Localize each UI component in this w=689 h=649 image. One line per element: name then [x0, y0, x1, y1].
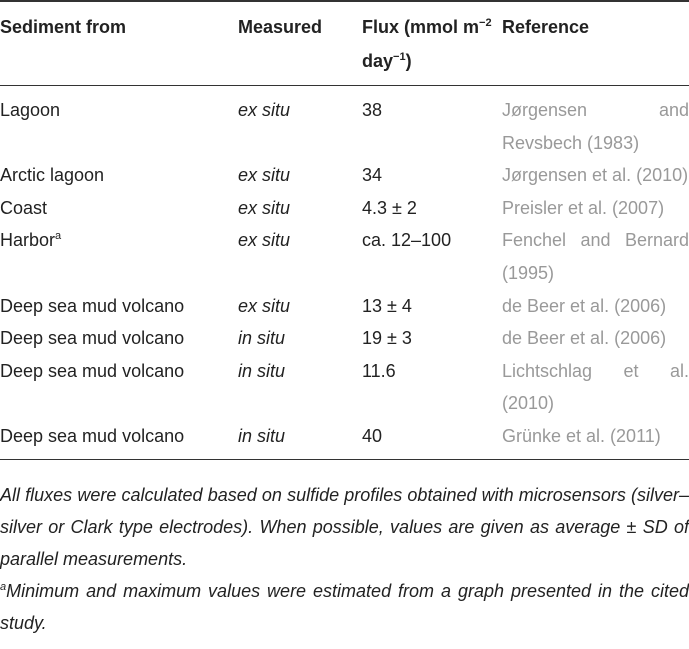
- table-row: Deep sea mud volcano in situ 11.6 Lichtschl…: [0, 355, 689, 420]
- footnote-ref: a: [55, 230, 62, 243]
- table-cell: Arctic lagoon: [0, 165, 105, 186]
- table-row: Lagoon ex situ 38 Jørgensen and Revsbech (1…: [0, 86, 689, 160]
- table-cell: de Beer et al. (2006): [502, 295, 667, 316]
- table-cell: in situ: [238, 425, 286, 446]
- table-cell: 13 ± 4: [362, 295, 412, 316]
- table-cell: ex situ: [238, 197, 291, 218]
- table-row: Deep sea mud volcano in situ 19 ± 3 de Beer…: [0, 322, 689, 355]
- table-cell: 4.3 ± 2: [362, 197, 417, 218]
- header-cell: Sediment from: [0, 1, 238, 86]
- table-cell: Deep sea mud volcano: [0, 295, 185, 316]
- table-cell: Lagoon: [0, 100, 61, 120]
- table-cell: ex situ: [238, 230, 291, 251]
- table-cell: 38: [362, 100, 383, 120]
- table-cell: Jørgensen et al. (2010): [502, 165, 689, 186]
- table-cell: Deep sea mud volcano: [0, 425, 185, 446]
- table-row: Harbora ex situ ca. 12–100 Fenchel and Bern…: [0, 224, 689, 289]
- header-cell: Flux (mmol m−2 day−1): [362, 1, 502, 86]
- table-body: Lagoon ex situ 38 Jørgensen and Revsbech (1…: [0, 86, 689, 460]
- header-text: Sediment from: [0, 17, 127, 37]
- general-note: All fluxes were calculated based on sulf…: [0, 484, 689, 569]
- header-text: ): [405, 51, 412, 71]
- table-cell: Jørgensen and Revsbech (1983): [502, 100, 689, 153]
- table-cell: ex situ: [238, 165, 291, 186]
- table-row: Arctic lagoon ex situ 34 Jørgensen et al. (…: [0, 159, 689, 192]
- cell-text: Harbor: [0, 230, 56, 251]
- table-cell: 11.6: [362, 360, 396, 381]
- table-row: Coast ex situ 4.3 ± 2 Preisler et al. (2007…: [0, 192, 689, 225]
- table-cell: 40: [362, 425, 383, 446]
- data-table: Sediment from Measured Flux (mmol m−2 day−…: [0, 1, 689, 460]
- table-cell: Deep sea mud volcano: [0, 360, 185, 381]
- table-cell: ex situ: [238, 100, 291, 120]
- table-cell: de Beer et al. (2006): [502, 328, 667, 349]
- table-row: Deep sea mud volcano ex situ 13 ± 4 de Beer…: [0, 290, 689, 323]
- table-cell: 19 ± 3: [362, 328, 412, 349]
- header-text: Flux (mmol m: [362, 17, 480, 37]
- table-cell: Deep sea mud volcano: [0, 328, 185, 349]
- table-cell: Harbora: [0, 224, 238, 289]
- header-text: Measured: [238, 17, 323, 37]
- table-cell: Fenchel and Bernard (1995): [502, 230, 689, 283]
- header-cell: Reference: [502, 1, 689, 86]
- table-cell: in situ: [238, 360, 286, 381]
- footnote-mark: a: [0, 580, 7, 593]
- table-cell: 34: [362, 165, 383, 186]
- table-cell: Preisler et al. (2007): [502, 197, 665, 218]
- header-superscript: −2: [479, 17, 492, 29]
- table-cell: Coast: [0, 197, 48, 218]
- table-row: Deep sea mud volcano in situ 40 Grünke et a…: [0, 420, 689, 459]
- header-text: Reference: [502, 17, 590, 37]
- header-text: day: [362, 51, 394, 71]
- table-cell: in situ: [238, 328, 286, 349]
- table-cell: Lichtschlag et al. (2010): [502, 360, 689, 414]
- footnote-text: Minimum and maximum values were estimate…: [0, 580, 689, 633]
- table-cell: Grünke et al. (2011): [502, 425, 661, 446]
- header-superscript: −1: [393, 51, 406, 63]
- table-cell: ca. 12–100: [362, 230, 452, 251]
- notes: All fluxes were calculated based on sulf…: [0, 479, 689, 639]
- table-cell: ex situ: [238, 295, 291, 316]
- header-cell: Measured: [238, 1, 362, 86]
- footnote: aMinimum and maximum values were estimat…: [0, 575, 689, 639]
- header-row: Sediment from Measured Flux (mmol m−2 day−…: [0, 1, 689, 86]
